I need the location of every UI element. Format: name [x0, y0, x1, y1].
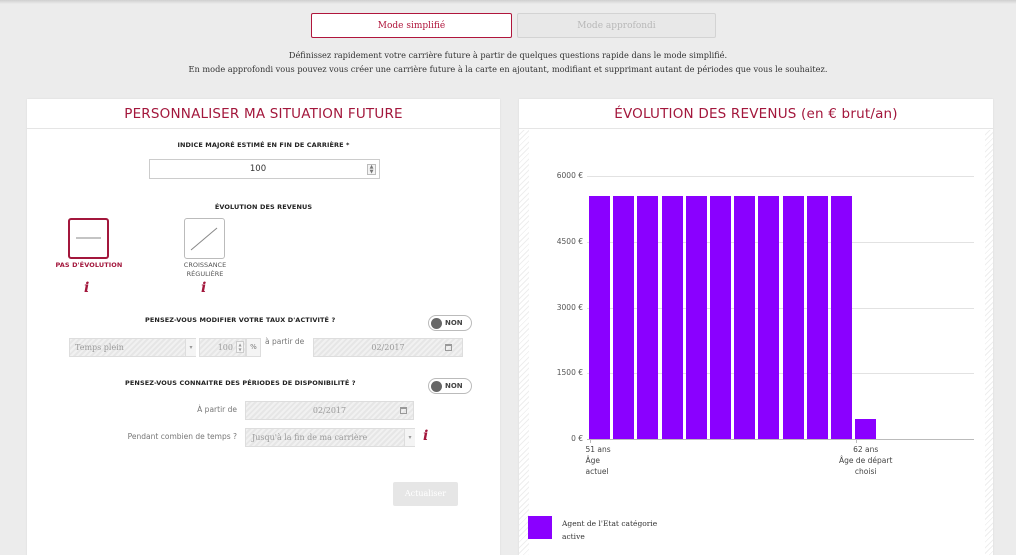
legend-label-line2: active [562, 532, 585, 541]
gridline [587, 307, 974, 309]
evolution-label: ÉVOLUTION DES REVENUS [214, 203, 313, 211]
future-situation-panel: PERSONNALISER MA SITUATION FUTURE INDICE… [27, 99, 500, 555]
chevron-down-icon[interactable]: ▾ [404, 429, 415, 446]
activity-date-input[interactable]: 02/2017 [313, 338, 463, 357]
gridline [587, 176, 974, 177]
from-label: à partir de [265, 337, 305, 346]
rising-line-icon [190, 227, 218, 251]
duration-value: Jusqu'à la fin de ma carrière [252, 433, 368, 442]
activity-question: PENSEZ-VOUS MODIFIER VOTRE TAUX D'ACTIVI… [145, 316, 336, 324]
bar[interactable] [613, 195, 635, 439]
dispo-date-input[interactable]: 02/2017 [245, 401, 414, 420]
activity-toggle[interactable]: NON [428, 315, 472, 331]
income-chart-panel: ÉVOLUTION DES REVENUS (en € brut/an) 600… [519, 99, 993, 555]
x-tick-label-line: Âge [585, 456, 601, 465]
x-tick-label: 51 ans Âge actuel [586, 444, 626, 477]
dispo-from-label: À partir de [197, 405, 237, 414]
panel-title: PERSONNALISER MA SITUATION FUTURE [27, 99, 500, 129]
activity-toggle-label: NON [445, 319, 463, 327]
top-shadow [0, 0, 1016, 4]
activity-type-select[interactable]: Temps plein [69, 338, 196, 357]
update-button[interactable]: Actualiser [393, 482, 458, 506]
no-evolution-info-icon[interactable]: i [84, 280, 90, 296]
indice-label: INDICE MAJORÉ ESTIMÉ EN FIN DE CARRIÈRE … [177, 141, 350, 149]
x-tick-mark [589, 439, 591, 443]
x-tick-label-line: 62 ans [853, 445, 879, 454]
legend-label-line1: Agent de l'Etat catégorie [562, 519, 658, 528]
y-tick-label: 6000 € [556, 171, 583, 180]
regular-growth-label-line1: CROISSANCE [183, 261, 227, 269]
activity-percent-input[interactable]: 100 [199, 338, 246, 357]
percent-sign: % [246, 338, 261, 357]
intro-line-2: En mode approfondi vous pouvez vous crée… [188, 64, 828, 74]
intro-line-1: Définissez rapidement votre carrière fut… [288, 50, 728, 60]
bar[interactable] [782, 195, 804, 439]
bar[interactable] [831, 195, 852, 439]
chart-title: ÉVOLUTION DES REVENUS (en € brut/an) [519, 99, 993, 129]
bar[interactable] [758, 195, 780, 439]
bar[interactable] [685, 195, 707, 439]
duration-info-icon[interactable]: i [423, 428, 429, 444]
regular-growth-info-icon[interactable]: i [201, 280, 207, 296]
bar[interactable] [806, 195, 828, 439]
hatch-right [985, 130, 993, 555]
bar[interactable] [589, 195, 610, 439]
bar[interactable] [710, 195, 731, 439]
indice-input[interactable]: 100 ▲ ▼ [149, 159, 380, 179]
calendar-icon[interactable] [445, 344, 452, 351]
dispo-question: PENSEZ-VOUS CONNAITRE DES PÉRIODES DE DI… [125, 379, 356, 387]
percent-spinner[interactable]: ▲ ▼ [236, 341, 244, 353]
x-tick-label-line: actuel [585, 467, 609, 476]
income-chart: 6000 € 4500 € 3000 € 1500 € 0 €51 ans Âge actu… [519, 99, 993, 555]
indice-value: 100 [249, 164, 267, 174]
chevron-down-icon[interactable]: ▾ [185, 339, 196, 356]
calendar-icon[interactable] [400, 407, 407, 414]
mode-simple-button[interactable]: Mode simplifié [311, 13, 512, 38]
hatch-left [519, 130, 529, 555]
x-tick-mark [855, 439, 857, 443]
y-tick-label: 4500 € [556, 236, 583, 246]
x-tick-label-line: choisi [854, 467, 877, 476]
legend-label: Agent de l'Etat catégorie active [562, 517, 657, 543]
flat-line-icon [76, 237, 101, 239]
toggle-knob [431, 380, 442, 392]
x-tick-label-line: Âge de départ [838, 456, 893, 465]
no-evolution-option[interactable] [68, 218, 109, 259]
dispo-date-value: 02/2017 [312, 406, 347, 415]
activity-date-value: 02/2017 [371, 343, 405, 352]
bar[interactable] [637, 195, 659, 439]
toggle-knob [431, 317, 442, 329]
indice-spinner[interactable]: ▲ ▼ [367, 164, 376, 175]
dispo-toggle[interactable]: NON [428, 378, 472, 394]
mode-advanced-button[interactable]: Mode approfondi [517, 13, 716, 38]
gridline [587, 439, 974, 440]
bar[interactable] [855, 419, 877, 439]
dispo-toggle-label: NON [445, 382, 463, 390]
duration-select[interactable]: Jusqu'à la fin de ma carrière [245, 428, 415, 447]
x-tick-label: 62 ans Âge de départ choisi [821, 444, 911, 477]
bar[interactable] [661, 195, 683, 439]
no-evolution-label: PAS D'ÉVOLUTION [55, 261, 123, 269]
bar[interactable] [734, 195, 756, 439]
duration-label: Pendant combien de temps ? [127, 432, 237, 441]
gridline [587, 241, 974, 243]
y-tick-label: 3000 € [556, 302, 583, 312]
y-tick-label: 1500 € [556, 368, 583, 378]
y-tick-label: 0 € [571, 434, 583, 443]
gridline [587, 373, 974, 375]
activity-type-value: Temps plein [75, 343, 124, 352]
activity-percent-value: 100 [217, 343, 233, 352]
regular-growth-label: CROISSANCE RÉGULIÈRE [155, 261, 255, 279]
legend-swatch [528, 516, 552, 539]
regular-growth-option[interactable] [184, 218, 225, 259]
x-tick-label-line: 51 ans [585, 445, 611, 454]
regular-growth-label-line2: RÉGULIÈRE [186, 270, 224, 278]
